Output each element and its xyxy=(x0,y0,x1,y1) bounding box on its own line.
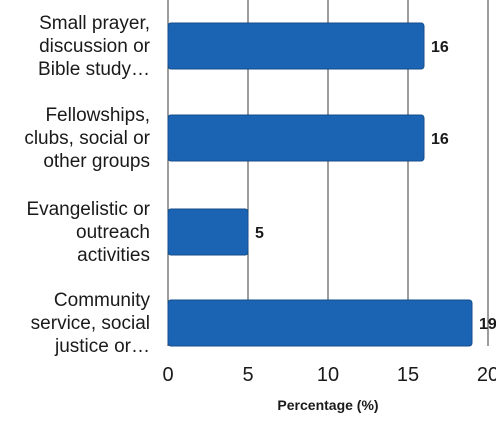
category-label-line: service, social xyxy=(31,313,150,334)
bar xyxy=(167,208,249,256)
x-tick-label: 0 xyxy=(162,364,173,386)
x-tick-labels: 0 5 10 15 20 xyxy=(162,364,496,386)
category-labels: Small prayer, discussion or Bible study… Fe… xyxy=(24,13,150,357)
x-tick-label: 15 xyxy=(397,364,419,386)
x-axis-title: Percentage (%) xyxy=(277,397,378,413)
bar xyxy=(167,114,425,162)
x-tick-label: 10 xyxy=(317,364,339,386)
bar-value-label: 19 xyxy=(479,316,496,333)
category-label: Evangelistic or outreach activities xyxy=(26,199,150,266)
category-label-line: Fellowships, xyxy=(45,105,150,126)
category-label-line: Bible study… xyxy=(38,59,150,80)
category-label-line: Evangelistic or xyxy=(26,199,150,220)
bar-value-label: 16 xyxy=(431,39,449,56)
category-label-line: other groups xyxy=(43,151,150,172)
category-label: Fellowships, clubs, social or other groups xyxy=(24,105,150,172)
bar-value-label: 16 xyxy=(431,131,449,148)
bar xyxy=(167,299,473,347)
category-label: Small prayer, discussion or Bible study… xyxy=(38,13,151,80)
category-label-line: clubs, social or xyxy=(24,128,150,149)
category-label-line: activities xyxy=(77,245,150,266)
category-label-line: justice or… xyxy=(54,336,150,357)
x-tick-label: 20 xyxy=(477,364,496,386)
category-label-line: outreach xyxy=(76,222,150,243)
data-labels: 16 16 5 19 xyxy=(255,39,496,333)
category-label-line: Community xyxy=(54,290,151,311)
bar xyxy=(167,22,425,70)
bars xyxy=(167,22,473,347)
bar-value-label: 5 xyxy=(255,225,264,242)
category-label-line: Small prayer, xyxy=(39,13,150,34)
category-label-line: discussion or xyxy=(39,36,151,57)
category-label: Community service, social justice or… xyxy=(31,290,151,357)
x-tick-label: 5 xyxy=(242,364,253,386)
